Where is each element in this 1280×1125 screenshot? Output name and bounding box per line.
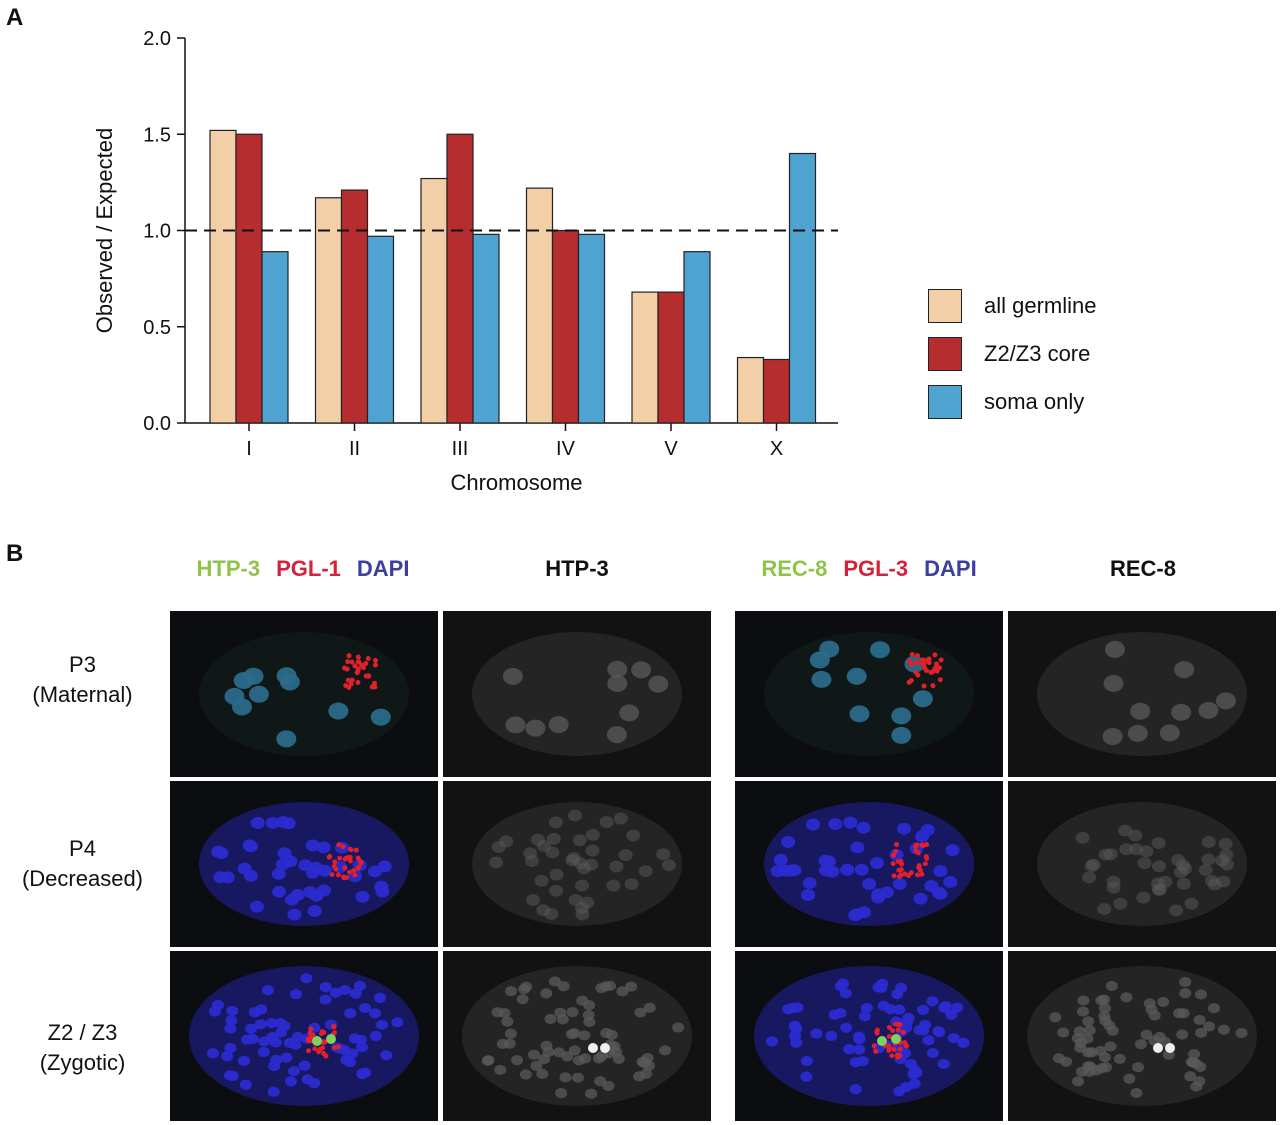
- micrograph-r2-c3: [735, 781, 1003, 947]
- legend-item-all-germline: all germline: [928, 288, 1097, 324]
- header-part: REC-8: [1109, 556, 1176, 581]
- y-tick-label: 1.5: [143, 124, 171, 146]
- legend-swatch: [928, 289, 962, 323]
- y-axis-label: Observed / Expected: [92, 128, 117, 333]
- bar-X-2: [788, 152, 817, 424]
- legend-label: all germline: [984, 293, 1097, 318]
- y-tick-label: 2.0: [143, 28, 171, 50]
- header-part: HTP-3: [545, 556, 609, 581]
- panel-a-letter: A: [6, 4, 24, 31]
- bar-II-2: [366, 235, 395, 424]
- micrograph-r3-c2: [443, 951, 711, 1121]
- row-label-note: (Maternal): [32, 682, 133, 707]
- bar-II-0: [314, 197, 343, 424]
- row-label-note: (Zygotic): [39, 1050, 126, 1075]
- bar-V-1: [657, 291, 685, 424]
- micrograph-r3-c4: [1008, 951, 1276, 1121]
- bar-II-1: [340, 189, 369, 424]
- y-tick-label: 0.5: [143, 317, 171, 339]
- column-header-merge-rec8: REC-8 PGL-3 DAPI: [734, 556, 1004, 582]
- header-part: DAPI: [924, 556, 977, 581]
- header-part: REC-8: [761, 556, 828, 581]
- row-label-p3: P3 (Maternal): [0, 650, 165, 710]
- row-label-stage: P4: [69, 836, 96, 861]
- legend-item-soma-only: soma only: [928, 384, 1097, 420]
- legend-label: Z2/Z3 core: [984, 341, 1091, 366]
- bar-I-2: [261, 251, 289, 424]
- bar-I-1: [235, 133, 263, 424]
- column-header-merge-htp3: HTP-3 PGL-1 DAPI: [168, 556, 438, 582]
- micrograph-r3-c1: [170, 951, 438, 1121]
- bar-I-0: [209, 129, 237, 424]
- row-label-stage: Z2 / Z3: [47, 1020, 118, 1045]
- header-part: PGL-3: [843, 556, 909, 581]
- micrograph-r2-c1: [170, 781, 438, 947]
- bar-X-1: [762, 358, 791, 424]
- micrograph-r1-c3: [735, 611, 1003, 777]
- bar-IV-0: [525, 187, 554, 424]
- header-part: HTP-3: [196, 556, 261, 581]
- micrograph-r1-c2: [443, 611, 711, 777]
- bar-V-0: [631, 291, 659, 424]
- x-tick-label: I: [246, 438, 252, 460]
- bar-chart: 0.0 0.5 1.0 1.5 2.0 Observed / Expected Chromo…: [92, 28, 838, 495]
- header-part: PGL-1: [276, 556, 341, 581]
- legend-swatch: [928, 385, 962, 419]
- bar-V-2: [683, 251, 711, 424]
- header-part: DAPI: [356, 556, 410, 581]
- x-tick-label: II: [349, 438, 360, 460]
- bar-III-1: [446, 133, 474, 424]
- y-tick-label: 1.0: [143, 221, 171, 243]
- legend-label: soma only: [984, 389, 1085, 414]
- row-label-p4: P4 (Decreased): [0, 834, 165, 894]
- chart-legend: all germline Z2/Z3 core soma only: [928, 288, 1097, 432]
- column-header-rec8: REC-8: [1008, 556, 1278, 582]
- x-tick-label: V: [664, 438, 678, 460]
- micrograph-r2-c4: [1008, 781, 1276, 947]
- x-tick-label: IV: [556, 438, 576, 460]
- row-label-z2z3: Z2 / Z3 (Zygotic): [0, 1018, 165, 1078]
- x-tick-label: III: [452, 438, 469, 460]
- row-label-stage: P3: [69, 652, 96, 677]
- micrograph-r2-c2: [443, 781, 711, 947]
- legend-item-z2z3-core: Z2/Z3 core: [928, 336, 1097, 372]
- row-label-note: (Decreased): [21, 866, 144, 891]
- panel-b-letter: B: [6, 540, 24, 567]
- micrograph-r1-c1: [170, 611, 438, 777]
- micrograph-r3-c3: [735, 951, 1003, 1121]
- column-header-htp3: HTP-3: [442, 556, 712, 582]
- legend-swatch: [928, 337, 962, 371]
- micrograph-r1-c4: [1008, 611, 1276, 777]
- x-axis-label: Chromosome: [450, 470, 582, 495]
- y-tick-label: 0.0: [143, 413, 171, 435]
- bar-IV-1: [551, 229, 580, 424]
- bar-X-0: [736, 356, 765, 424]
- bar-III-0: [420, 177, 448, 424]
- bar-IV-2: [577, 233, 606, 424]
- x-tick-label: X: [770, 438, 783, 460]
- bar-III-2: [472, 233, 500, 424]
